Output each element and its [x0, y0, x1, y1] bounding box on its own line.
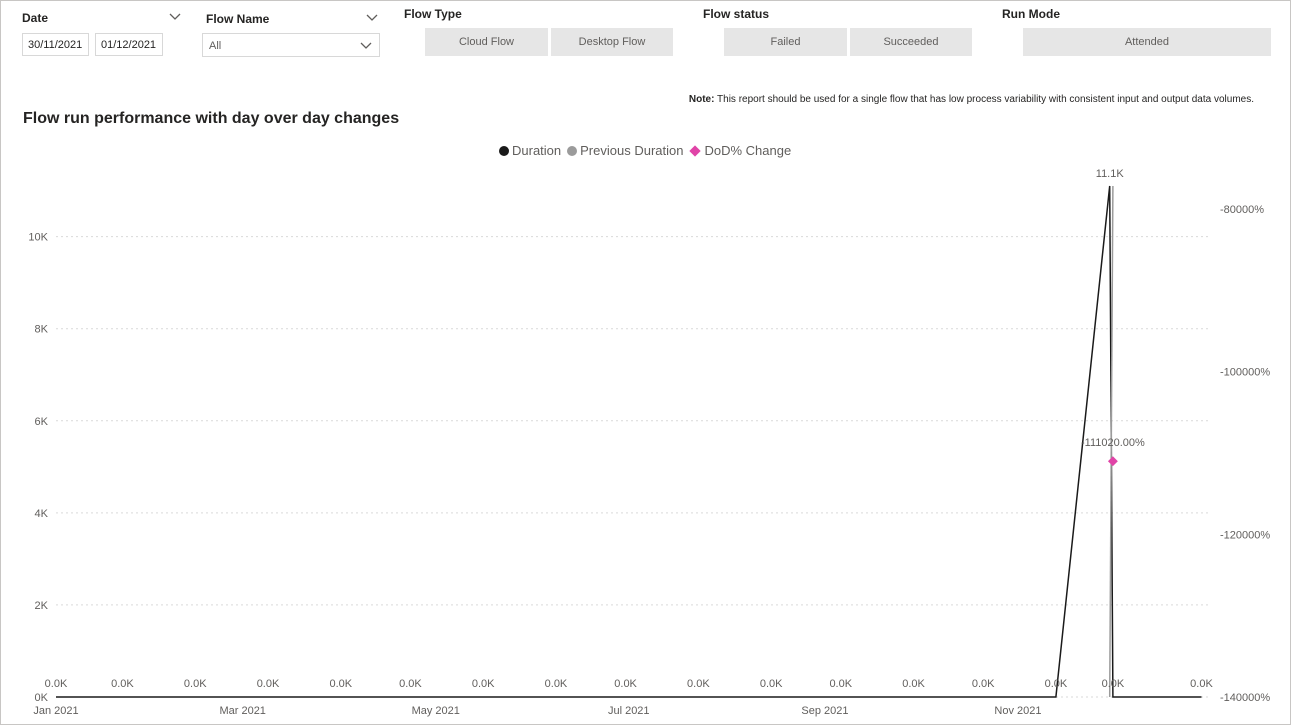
duration-data-label: 0.0K: [614, 678, 637, 690]
flow-status-tile-succeeded[interactable]: Succeeded: [850, 28, 972, 56]
legend-marker-duration: [499, 145, 509, 156]
duration-data-label: 0.0K: [1190, 678, 1213, 690]
x-axis-tick-label: Jul 2021: [608, 705, 650, 717]
previous-duration-line: [1108, 185, 1114, 698]
y-axis-tick-label: 10K: [28, 232, 48, 244]
duration-data-label: 0.0K: [545, 678, 568, 690]
legend-item-previous-duration[interactable]: Previous Duration: [567, 143, 683, 158]
legend-marker-previous-duration: [567, 145, 578, 156]
duration-data-label: 0.0K: [257, 678, 280, 690]
legend-label-dod-change: DoD% Change: [704, 143, 792, 158]
flow-type-slicer-title: Flow Type: [404, 7, 462, 21]
duration-data-label: 0.0K: [184, 678, 207, 690]
duration-data-label: 0.0K: [111, 678, 134, 690]
legend-item-duration[interactable]: Duration: [499, 143, 561, 158]
flow-name-slicer-title: Flow Name: [206, 12, 270, 26]
flow-name-slicer-chevron-icon[interactable]: [365, 13, 379, 23]
duration-data-label: 0.0K: [972, 678, 995, 690]
x-axis-tick-label: Sep 2021: [801, 705, 848, 717]
flow-type-tile-cloud-flow[interactable]: Cloud Flow: [425, 28, 548, 56]
chart-legend: Duration Previous Duration DoD% Change: [499, 143, 797, 158]
note-text: This report should be used for a single …: [717, 94, 1254, 105]
duration-data-label: 0.0K: [472, 678, 495, 690]
flow-type-tile-desktop-flow[interactable]: Desktop Flow: [551, 28, 673, 56]
x-axis-tick-label: Mar 2021: [219, 705, 265, 717]
flow-name-dropdown[interactable]: All: [202, 33, 380, 57]
duration-data-label: 0.0K: [687, 678, 710, 690]
y-axis-tick-label: 0K: [35, 692, 49, 704]
note-label: Note:: [688, 94, 715, 105]
duration-data-label: 0.0K: [760, 678, 783, 690]
y2-axis-tick-label: -100000%: [1220, 367, 1270, 379]
dod-change-marker: [1107, 456, 1118, 467]
y-axis-tick-label: 8K: [35, 324, 49, 336]
x-axis-tick-label: Nov 2021: [994, 705, 1041, 717]
report-note: Note: This report should be used for a s…: [689, 94, 1254, 105]
date-start-input[interactable]: 30/11/2021: [22, 33, 89, 56]
y2-axis-tick-label: -120000%: [1220, 529, 1270, 541]
run-mode-slicer-title: Run Mode: [1002, 7, 1060, 21]
chevron-down-icon: [360, 42, 372, 49]
date-slicer-chevron-icon[interactable]: [168, 12, 182, 22]
duration-data-label: 0.0K: [399, 678, 422, 690]
y-axis-tick-label: 6K: [35, 416, 49, 428]
legend-item-dod-change[interactable]: DoD% Change: [689, 143, 791, 158]
flow-status-slicer-title: Flow status: [703, 7, 770, 21]
x-axis-tick-label: May 2021: [412, 705, 460, 717]
run-mode-tile-attended[interactable]: Attended: [1023, 28, 1271, 56]
date-slicer-title: Date: [22, 11, 49, 25]
dod-change-data-label: -111020.00%: [1081, 437, 1145, 449]
chart-title: Flow run performance with day over day c…: [23, 110, 400, 127]
y2-axis-tick-label: -80000%: [1220, 204, 1264, 216]
x-axis-tick-label: Jan 2021: [33, 705, 78, 717]
duration-data-label: 0.0K: [829, 678, 852, 690]
duration-data-label: 0.0K: [329, 678, 352, 690]
duration-data-label: 0.0K: [1045, 678, 1068, 690]
y2-axis-tick-label: -140000%: [1220, 692, 1270, 704]
duration-line: [56, 185, 1202, 698]
duration-data-label: 0.0K: [45, 678, 68, 690]
flow-name-dropdown-value: All: [209, 40, 222, 52]
legend-label-previous-duration: Previous Duration: [580, 143, 684, 158]
duration-data-label: 0.0K: [902, 678, 925, 690]
duration-data-label: 0.0K: [1102, 678, 1125, 690]
duration-data-label: 11.1K: [1096, 168, 1125, 180]
flow-status-tile-failed[interactable]: Failed: [724, 28, 847, 56]
y-axis-tick-label: 2K: [35, 600, 49, 612]
date-end-input[interactable]: 01/12/2021: [95, 33, 163, 56]
y-axis-tick-label: 4K: [35, 508, 49, 520]
legend-label-duration: Duration: [512, 143, 562, 158]
